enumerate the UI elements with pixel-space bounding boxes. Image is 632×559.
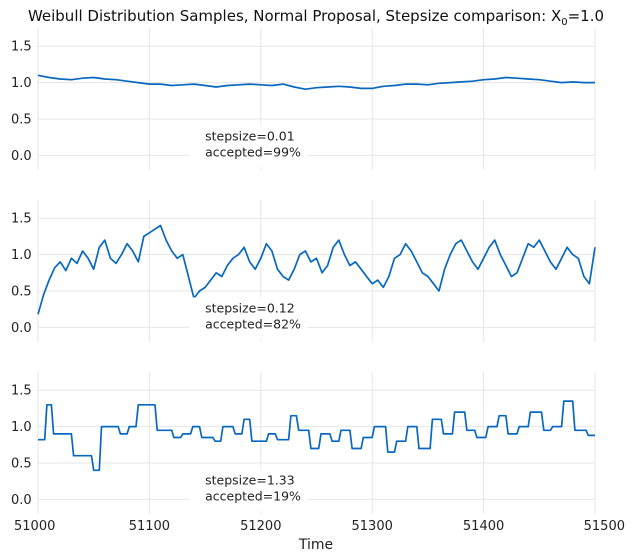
x-axis-label: Time <box>298 537 333 553</box>
y-tick-label: 0.5 <box>11 457 32 472</box>
acceptance-annotation: accepted=99% <box>205 144 301 159</box>
x-tick-label: 51000 <box>14 519 55 534</box>
acceptance-annotation: accepted=82% <box>205 316 301 331</box>
annotation-background <box>189 469 308 512</box>
x-tick-label: 51200 <box>240 519 281 534</box>
y-tick-label: 0.0 <box>11 149 32 164</box>
x-tick-label: 51300 <box>352 519 393 534</box>
x-tick-label: 51400 <box>463 519 504 534</box>
stepsize-annotation: stepsize=0.12 <box>205 300 295 315</box>
annotation-background <box>189 297 308 340</box>
chart-title: Weibull Distribution Samples, Normal Pro… <box>28 7 604 28</box>
y-tick-label: 0.5 <box>11 113 32 128</box>
y-tick-label: 1.0 <box>11 248 32 263</box>
series-line <box>38 400 595 472</box>
y-tick-label: 0.0 <box>11 321 32 336</box>
y-tick-label: 1.5 <box>11 384 32 399</box>
y-tick-label: 0.5 <box>11 285 32 300</box>
x-tick-label: 51100 <box>129 519 170 534</box>
acceptance-annotation: accepted=19% <box>205 488 301 503</box>
y-tick-label: 1.5 <box>11 40 32 55</box>
annotation-background <box>189 125 308 168</box>
stepsize-annotation: stepsize=1.33 <box>205 472 295 487</box>
y-tick-label: 1.5 <box>11 212 32 227</box>
x-tick-label: 51500 <box>584 519 625 534</box>
y-tick-label: 0.0 <box>11 493 32 508</box>
stepsize-annotation: stepsize=0.01 <box>205 128 295 143</box>
series-line <box>37 224 596 315</box>
series-line <box>37 74 595 91</box>
y-tick-label: 1.0 <box>11 420 32 435</box>
y-tick-label: 1.0 <box>11 76 32 91</box>
